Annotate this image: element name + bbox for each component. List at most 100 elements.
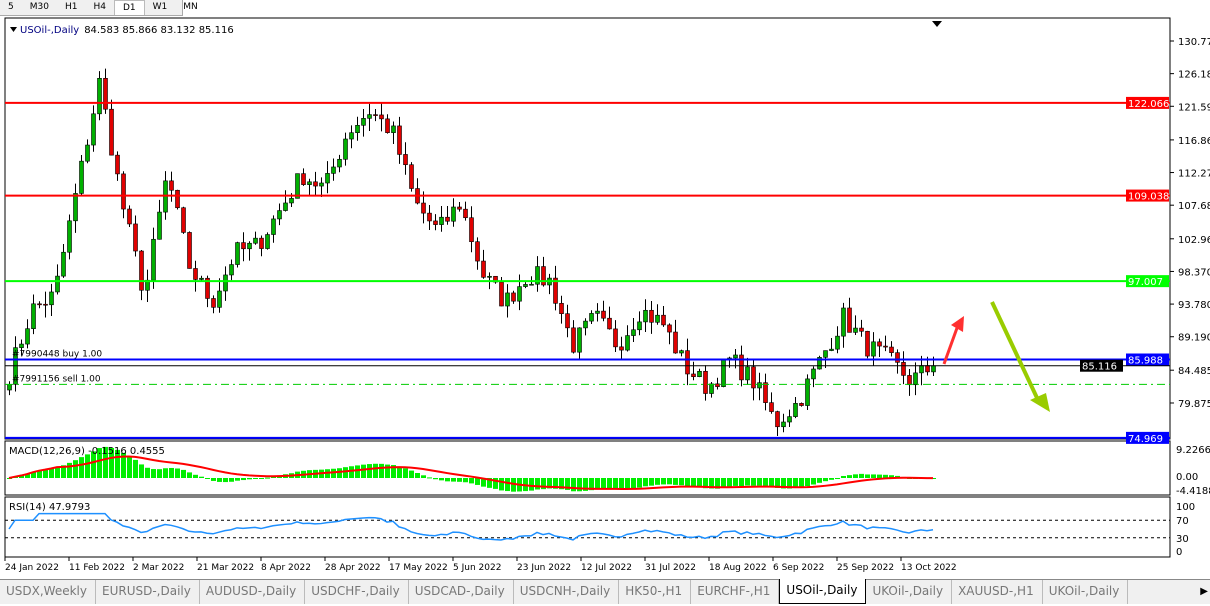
tab-ukoildaily[interactable]: UKOil-,Daily (866, 580, 953, 604)
chart-area[interactable]: 130.770 126.180 121.590 116.865 112.275 107.6… (0, 0, 1210, 579)
candle-body (253, 237, 258, 244)
candle-body (631, 329, 636, 336)
candle-body (817, 357, 822, 370)
macd-histogram-bar (493, 478, 498, 489)
candle-body (715, 383, 720, 387)
macd-histogram-bar (679, 478, 684, 486)
macd-histogram-bar (751, 478, 756, 486)
macd-histogram-bar (97, 448, 102, 478)
macd-histogram-bar (877, 474, 882, 478)
macd-histogram-bar (247, 478, 252, 480)
tab-hk50h1[interactable]: HK50-,H1 (619, 580, 692, 604)
candle-body (445, 216, 450, 222)
candle-body (49, 291, 54, 306)
current-price-label: 85.116 (1082, 362, 1117, 373)
candle-body (295, 173, 300, 199)
date-axis-label: 23 Jun 2022 (517, 563, 571, 573)
macd-histogram-bar (379, 463, 384, 478)
macd-histogram-bar (757, 478, 762, 486)
macd-histogram-bar (589, 478, 594, 491)
macd-histogram-bar (37, 470, 42, 478)
candle-body (583, 320, 588, 329)
macd-histogram-bar (697, 478, 702, 488)
candle-body (121, 173, 126, 210)
tab-audusddaily[interactable]: AUDUSD-,Daily (200, 580, 306, 604)
candle-body (733, 354, 738, 359)
timeframe-D1[interactable]: D1 (113, 0, 145, 15)
candle-body (157, 211, 162, 240)
macd-histogram-bar (541, 478, 546, 490)
candle-body (229, 264, 234, 276)
up-arrow-head (951, 316, 964, 332)
timeframe-W1[interactable]: W1 (152, 2, 168, 12)
candle-body (769, 402, 774, 412)
macd-histogram-bar (175, 468, 180, 478)
candle-body (673, 331, 678, 354)
tab-ukoildaily[interactable]: UKOil-,Daily (1043, 580, 1129, 604)
candle-body (175, 189, 180, 209)
candle-body (655, 314, 660, 323)
macd-histogram-bar (67, 462, 72, 478)
timeframe-5[interactable]: 5 (8, 2, 14, 12)
date-axis-label: 11 Feb 2022 (69, 563, 125, 573)
macd-histogram-bar (811, 478, 816, 485)
candle-body (913, 372, 918, 386)
macd-histogram-bar (355, 465, 360, 478)
macd-histogram-bar (235, 478, 240, 481)
macd-histogram-bar (127, 456, 132, 478)
candle-body (403, 154, 408, 166)
candle-body (187, 232, 192, 269)
tab-eurusddaily[interactable]: EURUSD-,Daily (96, 580, 200, 604)
candle-body (679, 350, 684, 354)
tab-usdxweekly[interactable]: USDX,Weekly (0, 580, 96, 604)
timeframe-H1[interactable]: H1 (64, 2, 78, 12)
candle-body (247, 242, 252, 250)
level-price-tag (1126, 96, 1169, 109)
candle-body (409, 164, 414, 189)
macd-histogram-bar (823, 478, 828, 482)
candle-body (709, 383, 714, 394)
candle-body (751, 366, 756, 389)
macd-histogram-bar (535, 478, 540, 490)
macd-histogram-bar (427, 477, 432, 479)
tab-usdcaddaily[interactable]: USDCAD-,Daily (409, 580, 514, 604)
tab-usoildaily[interactable]: USOil-,Daily (779, 579, 867, 604)
date-axis-label: 12 Jul 2022 (581, 563, 632, 573)
tab-usdcnhdaily[interactable]: USDCNH-,Daily (514, 580, 620, 604)
rsi-axis-label: 30 (1176, 534, 1189, 545)
tab-usdchfdaily[interactable]: USDCHF-,Daily (305, 580, 409, 604)
candle-body (763, 382, 768, 403)
macd-histogram-bar (619, 478, 624, 490)
candle-body (853, 327, 858, 333)
candle-body (19, 343, 24, 348)
timeframe-H4[interactable]: H4 (93, 2, 106, 12)
candle-body (301, 173, 306, 185)
macd-histogram-bar (841, 475, 846, 478)
tab-xauusdh1[interactable]: XAUUSD-,H1 (952, 580, 1043, 604)
candle-body (487, 275, 492, 278)
candle-body (385, 118, 390, 133)
chart-tabs: USDX,Weekly EURUSD-,Daily AUDUSD-,Daily USD… (0, 579, 1210, 604)
candle-body (379, 114, 384, 120)
macd-histogram-bar (19, 475, 24, 478)
candle-body (619, 346, 624, 351)
macd-histogram-bar (337, 468, 342, 478)
timeframe-M30[interactable]: M30 (29, 2, 49, 12)
price-axis-label: 84.485 (1178, 366, 1210, 377)
macd-histogram-bar (817, 478, 822, 483)
candle-body (787, 416, 792, 423)
candle-body (259, 237, 264, 249)
macd-histogram-bar (745, 478, 750, 486)
tab-scroll-right-icon[interactable]: ▶ (1200, 586, 1208, 597)
candle-body (337, 158, 342, 168)
timeframe-MN[interactable]: MN (183, 2, 198, 12)
candle-body (67, 220, 72, 253)
candle-body (505, 292, 510, 307)
candle-body (307, 181, 312, 185)
candle-body (517, 286, 522, 302)
macd-histogram-bar (403, 468, 408, 478)
candle-body (79, 160, 84, 194)
tab-eurchfh1[interactable]: EURCHF-,H1 (691, 580, 780, 604)
macd-histogram-bar (889, 475, 894, 478)
macd-histogram-bar (463, 478, 468, 483)
